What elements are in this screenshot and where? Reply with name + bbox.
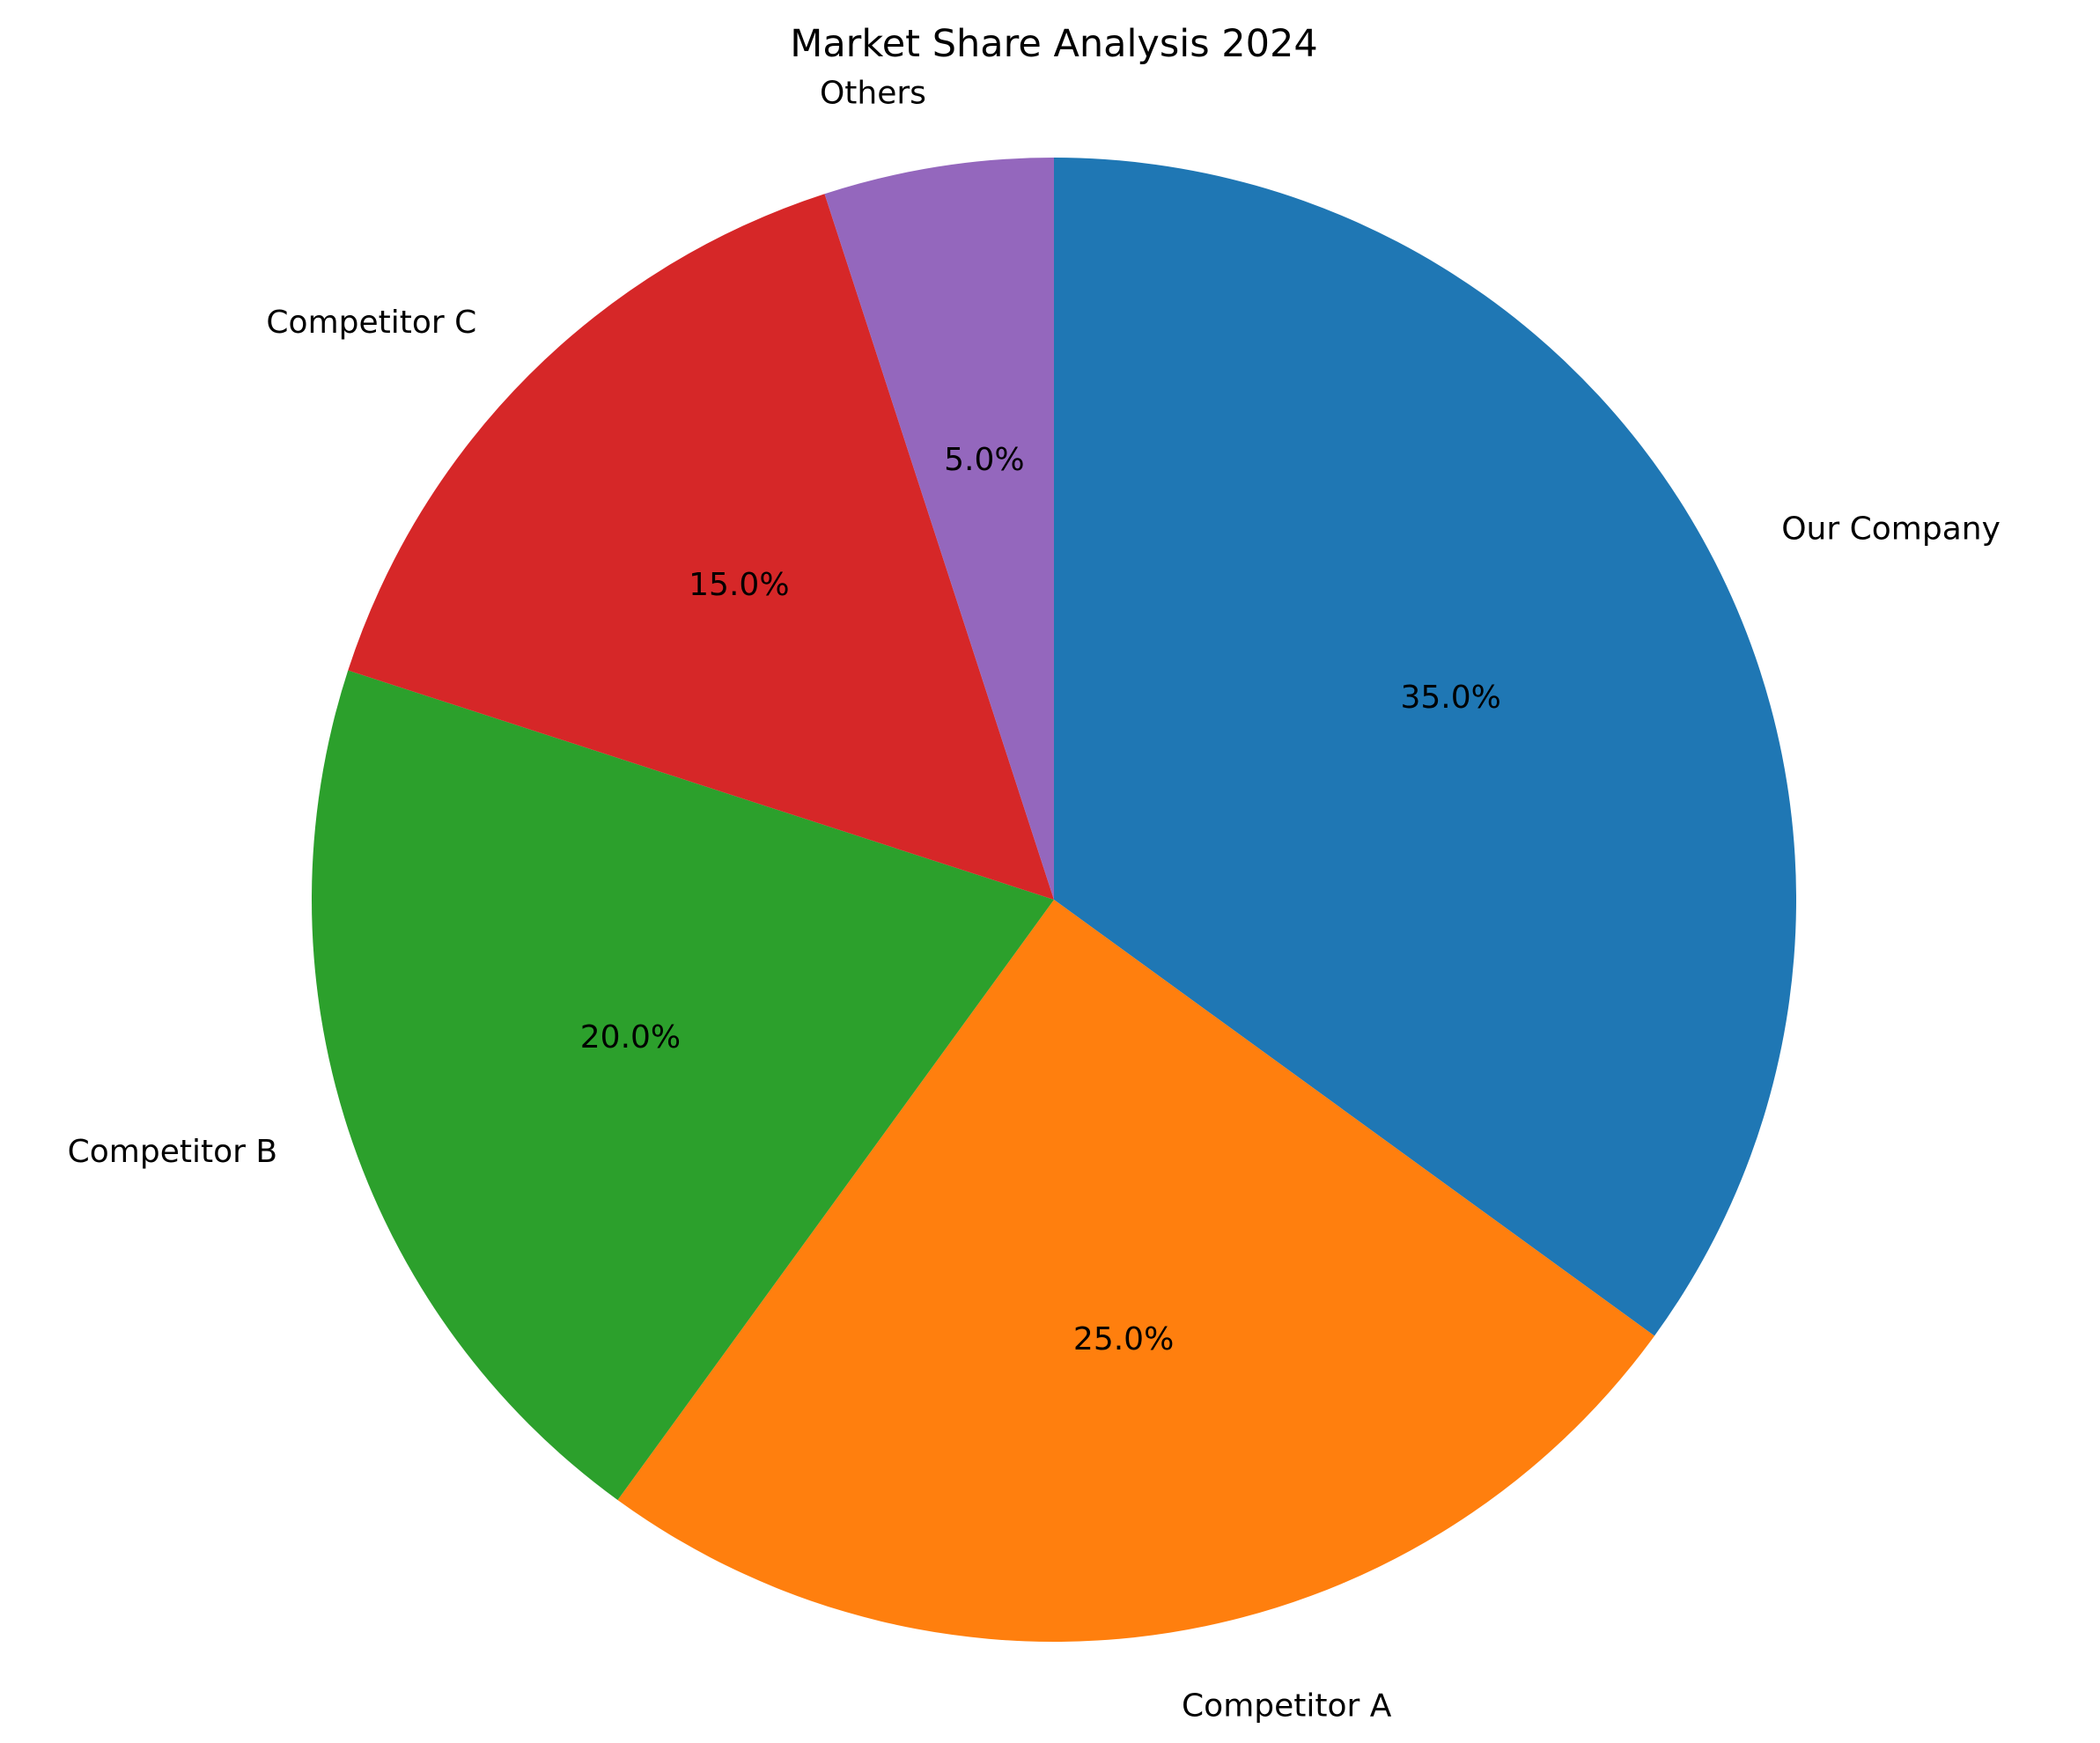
pie-slice-competitor-b: [312, 670, 1054, 1500]
pie-labels: Our Company 35.0% Competitor A 25.0% Competi…: [68, 76, 2001, 1725]
slice-label: Competitor C: [266, 305, 476, 341]
slice-label: Our Company: [1781, 511, 2001, 548]
pie-slice-competitor-c: [348, 194, 1054, 900]
slice-label: Competitor A: [1182, 1688, 1392, 1724]
slice-percent-label: 15.0%: [689, 567, 789, 603]
slice-percent-label: 35.0%: [1400, 680, 1500, 716]
slice-percent-label: 5.0%: [944, 442, 1024, 478]
slice-label: Others: [820, 76, 926, 112]
pie-slice-others: [824, 158, 1054, 900]
pie-slices: [312, 158, 1796, 1642]
pie-slice-competitor-a: [617, 900, 1654, 1642]
slice-label: Competitor B: [68, 1134, 277, 1170]
pie-slice-our-company: [1054, 158, 1796, 1336]
chart-title: Market Share Analysis 2024: [790, 22, 1318, 66]
slice-percent-label: 25.0%: [1073, 1321, 1174, 1357]
slice-percent-label: 20.0%: [580, 1019, 681, 1055]
